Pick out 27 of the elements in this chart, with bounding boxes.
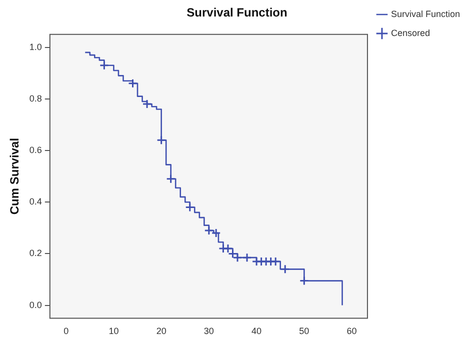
- point: [185, 202, 195, 212]
- chart-title: Survival Function: [186, 6, 288, 20]
- point: [270, 256, 280, 266]
- y-axis-title: Cum Survival: [8, 138, 22, 215]
- x-tick-label: 0: [64, 326, 69, 336]
- x-tick-label: 40: [252, 326, 262, 336]
- point: [99, 60, 109, 70]
- point: [280, 264, 290, 274]
- y-tick-label: 0.8: [29, 93, 42, 104]
- x-tick-label: 10: [108, 326, 119, 336]
- point: [242, 252, 252, 262]
- legend-label: Survival Function: [390, 8, 460, 19]
- y-tick-label: 0.2: [29, 248, 42, 258]
- x-tick-label: 30: [204, 326, 214, 336]
- y-tick-label: 0.4: [29, 196, 42, 207]
- point: [142, 99, 152, 109]
- y-tick-label: 0.0: [29, 300, 42, 310]
- point: [128, 78, 138, 88]
- x-tick-label: 20: [156, 326, 166, 336]
- point: [166, 174, 176, 184]
- x-tick-label: 60: [346, 326, 357, 336]
- y-tick-label: 1.0: [29, 42, 42, 52]
- y-tick-label: 0.6: [29, 144, 42, 155]
- point: [156, 135, 166, 145]
- x-tick-label: 50: [299, 326, 310, 336]
- point: [299, 276, 309, 286]
- legend-label: Censored: [390, 28, 430, 38]
